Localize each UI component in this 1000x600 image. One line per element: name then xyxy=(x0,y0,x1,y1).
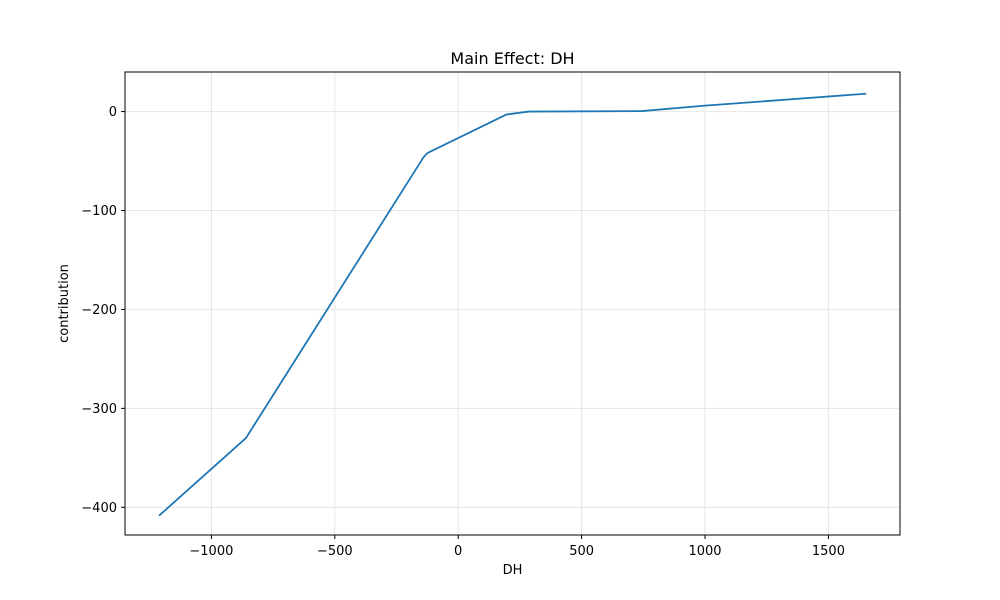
x-tick-label: 1000 xyxy=(688,544,721,559)
chart-title: Main Effect: DH xyxy=(450,49,574,68)
x-tick-label: −500 xyxy=(317,544,353,559)
plot-frame xyxy=(124,71,901,536)
series-line xyxy=(158,92,867,517)
x-axis-label: DH xyxy=(503,563,523,578)
y-axis-label: contribution xyxy=(57,264,72,343)
x-tick-label: 0 xyxy=(454,544,462,559)
y-tick-label: −200 xyxy=(81,303,117,318)
x-axis: −1000 −500 0 500 1000 1500 xyxy=(189,535,845,559)
y-tick-label: −300 xyxy=(81,402,117,417)
x-tick-label: −1000 xyxy=(189,544,233,559)
series-layer xyxy=(158,92,867,517)
y-tick-label: −400 xyxy=(81,501,117,516)
x-tick-label: 500 xyxy=(569,544,594,559)
x-tick-label: 1500 xyxy=(812,544,845,559)
grid xyxy=(125,72,900,535)
y-axis: −400 −300 −200 −100 0 xyxy=(81,105,125,516)
y-tick-label: 0 xyxy=(109,105,117,120)
y-tick-label: −100 xyxy=(81,204,117,219)
